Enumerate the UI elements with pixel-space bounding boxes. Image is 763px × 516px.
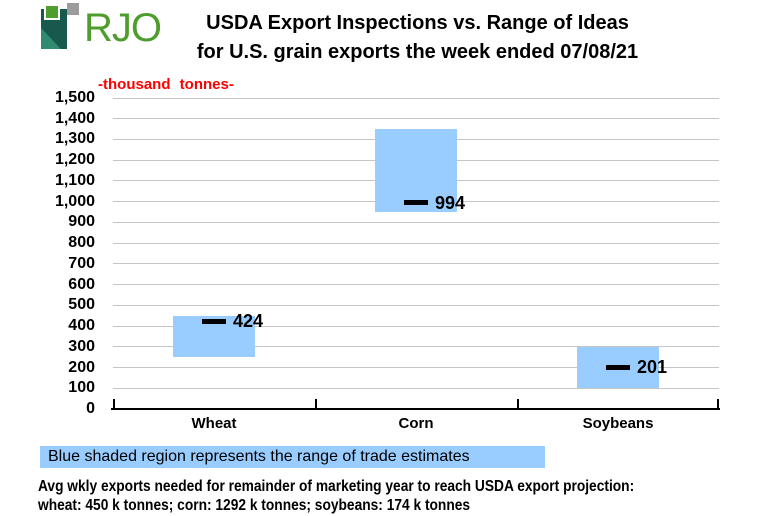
actual-marker-soybeans	[606, 364, 630, 370]
y-tick-label: 1,000	[54, 192, 95, 210]
y-axis-unit-label: -thousand tonnes-	[98, 76, 234, 93]
gridline	[113, 118, 719, 120]
legend-strip: Blue shaded region represents the range …	[40, 446, 545, 468]
footer-line1: Avg wkly exports needed for remainder of…	[38, 478, 635, 495]
plot-area: 424 994 201	[113, 97, 719, 409]
chart-title-line1: USDA Export Inspections vs. Range of Ide…	[206, 12, 629, 34]
category-label-corn: Corn	[398, 415, 434, 432]
x-axis-tick	[717, 399, 719, 409]
y-tick-label: 1,400	[54, 109, 95, 127]
actual-value-label-wheat: 424	[233, 311, 264, 332]
legend-text: Blue shaded region represents the range …	[48, 448, 470, 465]
gridline	[113, 346, 719, 348]
x-axis-tick	[315, 399, 317, 409]
actual-value-label-soybeans: 201	[637, 357, 668, 378]
footer-line2: wheat: 450 k tonnes; corn: 1292 k tonnes…	[38, 497, 471, 514]
gridline	[113, 304, 719, 306]
y-tick-label: 1,300	[54, 130, 95, 148]
actual-marker-wheat	[202, 318, 226, 324]
x-axis-line	[111, 408, 720, 410]
x-axis-labels: Wheat Corn Soybeans	[113, 415, 719, 435]
rjo-logo-text: RJO	[84, 6, 162, 50]
y-tick-label: 700	[68, 254, 95, 272]
footer-note: Avg wkly exports needed for remainder of…	[38, 477, 726, 515]
y-tick-label: 800	[68, 234, 95, 252]
gridline	[113, 97, 719, 99]
y-tick-label: 1,200	[54, 151, 95, 169]
chart-title-line2: for U.S. grain exports the week ended 07…	[196, 41, 639, 63]
gridline	[113, 242, 719, 244]
y-axis-labels: 0 100 200 300 400 500 600 700 800 900 1,000 1,100 1,…	[5, 89, 95, 417]
y-tick-label: 400	[68, 317, 95, 335]
y-tick-label: 1,100	[54, 171, 95, 189]
gridline	[113, 325, 719, 327]
chart-title: USDA Export Inspections vs. Range of Ide…	[150, 9, 685, 67]
y-tick-label: 0	[86, 400, 95, 417]
gridline	[113, 284, 719, 286]
y-tick-label: 600	[68, 275, 95, 293]
y-tick-label: 200	[68, 358, 95, 376]
actual-marker-corn	[404, 200, 428, 206]
y-tick-label: 900	[68, 213, 95, 231]
x-axis-tick	[517, 399, 519, 409]
x-axis-tick	[113, 399, 115, 409]
gridline	[113, 387, 719, 389]
category-label-wheat: Wheat	[191, 415, 237, 432]
y-tick-label: 1,500	[54, 89, 95, 106]
category-label-soybeans: Soybeans	[582, 415, 654, 432]
gridline	[113, 367, 719, 369]
rjo-logo-icon	[41, 3, 79, 49]
y-tick-label: 500	[68, 296, 95, 314]
y-tick-label: 100	[68, 379, 95, 397]
gridline	[113, 221, 719, 223]
range-bar-corn	[375, 129, 457, 213]
y-tick-label: 300	[68, 337, 95, 355]
actual-value-label-corn: 994	[435, 192, 466, 213]
gridline	[113, 263, 719, 265]
